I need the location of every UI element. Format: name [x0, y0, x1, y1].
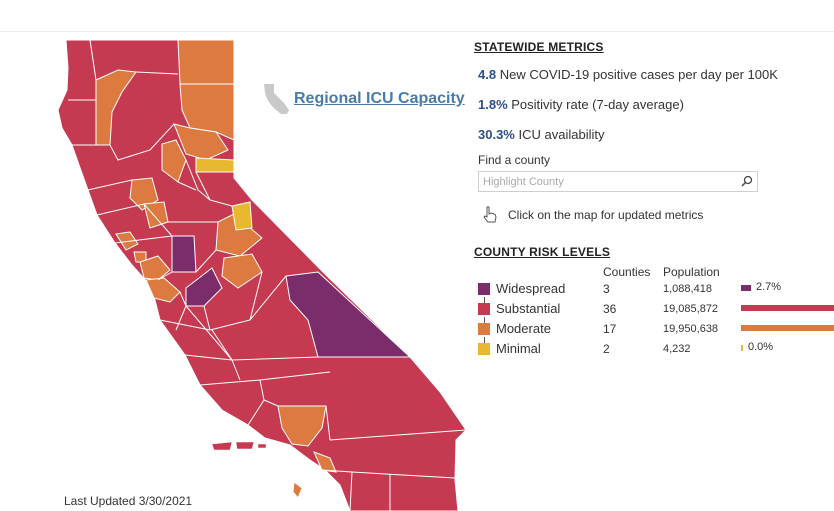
risk-level-population: 19,950,638: [663, 323, 719, 335]
risk-level-population-bar: [741, 305, 834, 311]
risk-level-percent: 2.7%: [756, 281, 782, 293]
county-sierra[interactable]: [195, 157, 235, 173]
top-divider: [0, 31, 834, 32]
map-hint: Click on the map for updated metrics: [482, 206, 703, 224]
risk-swatch: [478, 343, 490, 355]
county-search-input[interactable]: [479, 172, 738, 191]
risk-level-population-bar: [741, 345, 743, 351]
risk-level-name: Substantial: [496, 301, 561, 316]
county-alpine[interactable]: [231, 201, 253, 231]
swatch-connector: [484, 337, 485, 343]
county-plumas[interactable]: [173, 123, 229, 161]
county-sacramento[interactable]: [171, 235, 197, 273]
metric-case-rate-label: New COVID-19 positive cases per day per …: [499, 67, 778, 82]
island-catalina[interactable]: [292, 481, 303, 499]
risk-swatch: [478, 303, 490, 315]
metric-icu-value: 30.3%: [478, 127, 515, 142]
metric-case-rate-value: 4.8: [478, 67, 497, 82]
county-butte[interactable]: [161, 139, 187, 183]
county-alameda[interactable]: [139, 255, 171, 281]
risk-level-percent: 0.0%: [748, 341, 774, 353]
metric-positivity: 1.8% Positivity rate (7-day average): [478, 97, 684, 112]
island-anacapa[interactable]: [257, 443, 267, 449]
metric-case-rate: 4.8 New COVID-19 positive cases per day …: [478, 67, 778, 82]
risk-level-population: 4,232: [663, 343, 691, 355]
county-orange[interactable]: [313, 451, 337, 473]
search-icon[interactable]: [741, 175, 753, 187]
population-column-header: Population: [663, 265, 720, 279]
metric-positivity-label: Positivity rate (7-day average): [511, 97, 684, 112]
risk-level-row[interactable]: Minimal 2 4,232 0.0%: [474, 341, 834, 361]
metric-icu-label: ICU availability: [518, 127, 605, 142]
island-santa-rosa[interactable]: [211, 441, 233, 451]
find-county-label: Find a county: [478, 153, 551, 167]
regional-icu-link-container[interactable]: Regional ICU Capacity: [262, 84, 465, 114]
california-outline-icon: [264, 84, 289, 114]
map-hint-text: Click on the map for updated metrics: [508, 208, 704, 222]
california-county-map[interactable]: [0, 0, 474, 511]
risk-swatch: [478, 323, 490, 335]
risk-swatch: [478, 283, 490, 295]
risk-level-name: Moderate: [496, 321, 551, 336]
county-risk-levels-heading: COUNTY RISK LEVELS: [474, 245, 611, 259]
counties-column-header: Counties: [603, 265, 651, 279]
county-marin[interactable]: [115, 231, 139, 251]
metric-icu: 30.3% ICU availability: [478, 127, 604, 142]
risk-level-counties: 2: [603, 342, 610, 356]
regional-icu-capacity-link[interactable]: Regional ICU Capacity: [294, 90, 465, 107]
county-merced[interactable]: [185, 267, 223, 307]
risk-level-population-bar: [741, 285, 751, 291]
county-tuolumne[interactable]: [221, 253, 263, 289]
risk-level-row[interactable]: Moderate 17 19,950,638: [474, 321, 834, 341]
risk-level-row[interactable]: Substantial 36 19,085,872: [474, 301, 834, 321]
statewide-metrics-heading: STATEWIDE METRICS: [474, 40, 604, 54]
risk-level-name: Widespread: [496, 281, 566, 296]
county-modoc[interactable]: [177, 39, 235, 85]
risk-level-counties: 17: [603, 322, 617, 336]
risk-level-name: Minimal: [496, 341, 541, 356]
island-santa-cruz[interactable]: [235, 441, 255, 450]
risk-level-row[interactable]: Widespread 3 1,088,418 2.7%: [474, 281, 834, 301]
risk-level-counties: 3: [603, 282, 610, 296]
last-updated: Last Updated 3/30/2021: [64, 494, 193, 508]
metric-positivity-value: 1.8%: [478, 97, 508, 112]
county-search-box[interactable]: [478, 171, 758, 192]
risk-level-population: 19,085,872: [663, 303, 719, 315]
risk-level-population-bar: [741, 325, 834, 331]
swatch-connector: [484, 297, 485, 303]
risk-level-counties: 36: [603, 302, 617, 316]
risk-level-population: 1,088,418: [663, 283, 712, 295]
swatch-connector: [484, 317, 485, 323]
pointer-hand-icon: [483, 206, 497, 223]
